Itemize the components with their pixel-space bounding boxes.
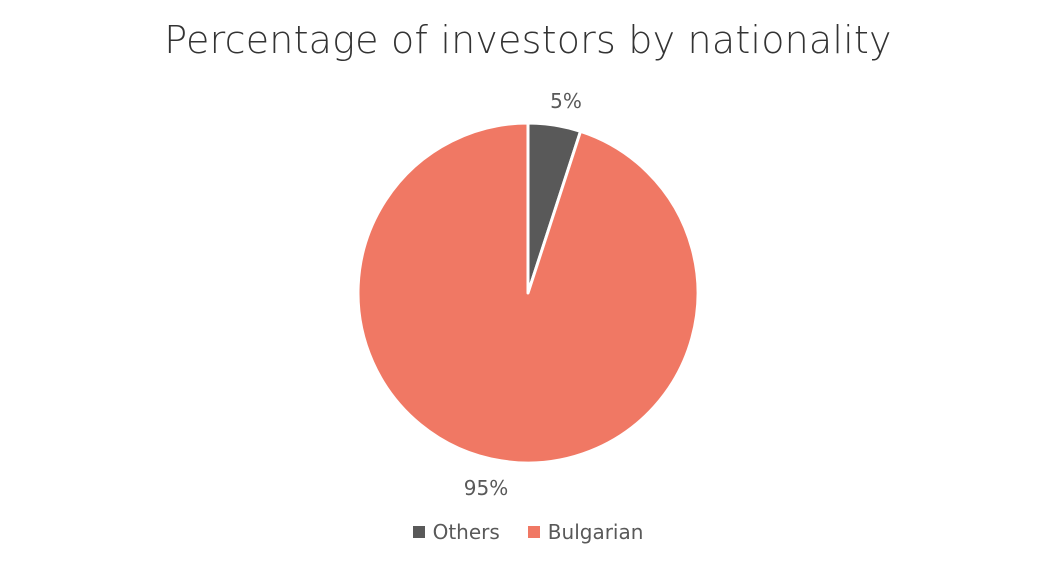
pie-slice-bulgarian bbox=[356, 121, 700, 465]
chart-legend: Others Bulgarian bbox=[0, 520, 1056, 544]
legend-label-others: Others bbox=[432, 520, 500, 544]
chart-title: Percentage of investors by nationality bbox=[164, 18, 892, 62]
data-label-bulgarian: 95% bbox=[464, 476, 508, 500]
legend-item-bulgarian: Bulgarian bbox=[527, 520, 644, 544]
legend-swatch-bulgarian bbox=[527, 526, 540, 538]
legend-swatch-others bbox=[412, 526, 425, 538]
legend-label-bulgarian: Bulgarian bbox=[547, 520, 644, 544]
legend-item-others: Others bbox=[412, 520, 500, 544]
data-label-others: 5% bbox=[550, 89, 582, 113]
